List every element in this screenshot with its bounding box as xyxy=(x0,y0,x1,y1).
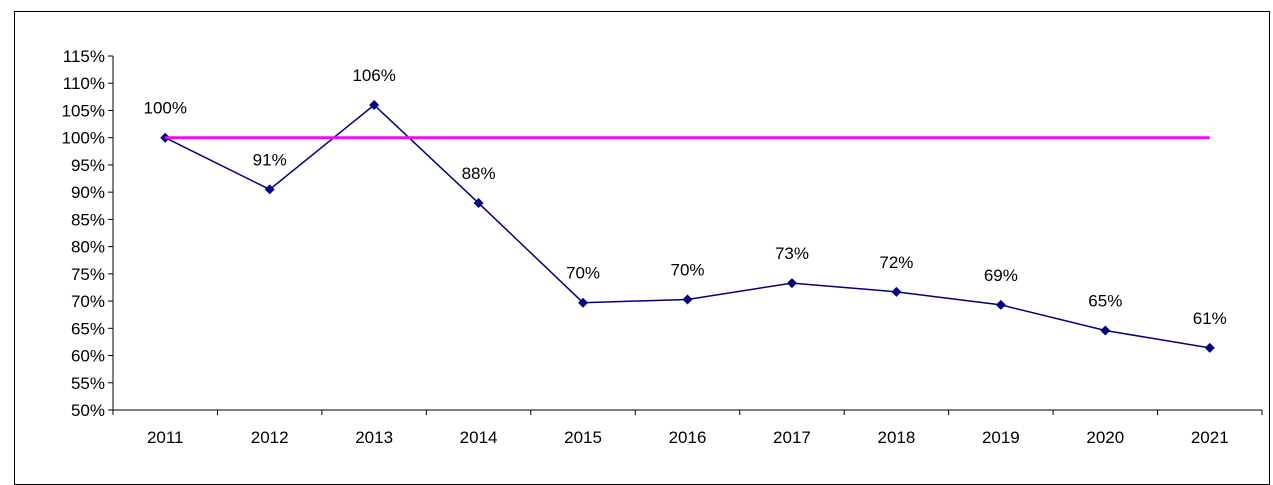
data-label: 72% xyxy=(879,253,913,272)
data-label: 61% xyxy=(1193,309,1227,328)
y-tick-label: 85% xyxy=(71,210,105,229)
data-label: 106% xyxy=(352,66,395,85)
data-label: 70% xyxy=(670,260,704,279)
x-tick-label: 2014 xyxy=(460,428,498,447)
x-tick-label: 2017 xyxy=(773,428,811,447)
y-tick-label: 105% xyxy=(62,101,105,120)
x-tick-label: 2021 xyxy=(1191,428,1229,447)
data-point-marker xyxy=(264,184,275,195)
chart-data-labels: 100% 91% 106% 88% 70% 70% 73% 72% 69% 65% 61% xyxy=(143,66,1226,328)
y-tick-label: 65% xyxy=(71,319,105,338)
y-axis-ticks: 50% 55% 60% 65% 70% 75% 80% 85% 90% 95% 100% 105% 11… xyxy=(62,47,113,420)
x-tick-label: 2015 xyxy=(564,428,602,447)
data-point-marker xyxy=(1100,325,1111,336)
data-point-marker xyxy=(786,278,797,289)
x-tick-label: 2019 xyxy=(982,428,1020,447)
data-label: 70% xyxy=(566,264,600,283)
y-tick-label: 115% xyxy=(63,47,105,66)
data-point-marker xyxy=(369,100,380,111)
y-tick-label: 70% xyxy=(71,292,105,311)
chart-frame xyxy=(14,11,1270,485)
y-tick-label: 60% xyxy=(71,347,105,366)
data-label: 73% xyxy=(775,244,809,263)
y-tick-label: 50% xyxy=(71,401,105,420)
data-point-marker xyxy=(1204,342,1215,353)
data-label: 88% xyxy=(462,164,496,183)
data-label: 65% xyxy=(1088,291,1122,310)
x-tick-label: 2011 xyxy=(147,428,184,447)
chart-series xyxy=(160,100,1215,353)
y-tick-label: 75% xyxy=(71,265,105,284)
y-tick-label: 80% xyxy=(71,238,105,257)
data-label: 100% xyxy=(143,99,186,118)
y-tick-label: 90% xyxy=(71,183,105,202)
y-tick-label: 100% xyxy=(62,129,105,148)
data-label: 69% xyxy=(984,266,1018,285)
chart-axes xyxy=(112,56,1262,411)
data-label: 91% xyxy=(253,150,287,169)
data-point-marker xyxy=(891,286,902,297)
data-point-marker xyxy=(995,299,1006,310)
y-tick-label: 110% xyxy=(63,74,105,93)
data-point-marker xyxy=(682,294,693,305)
series-line xyxy=(164,104,1210,349)
data-point-marker xyxy=(578,297,589,308)
x-tick-label: 2016 xyxy=(669,428,707,447)
x-tick-label: 2020 xyxy=(1086,428,1124,447)
x-tick-label: 2018 xyxy=(877,428,915,447)
x-tick-label: 2012 xyxy=(251,428,289,447)
x-axis-ticks: 2011 2012 2013 2014 2015 2016 2017 2018 2019 2020… xyxy=(112,410,1263,447)
data-point-marker xyxy=(473,198,484,209)
x-tick-label: 2013 xyxy=(355,428,393,447)
y-tick-label: 95% xyxy=(71,156,105,175)
y-tick-label: 55% xyxy=(71,374,105,393)
